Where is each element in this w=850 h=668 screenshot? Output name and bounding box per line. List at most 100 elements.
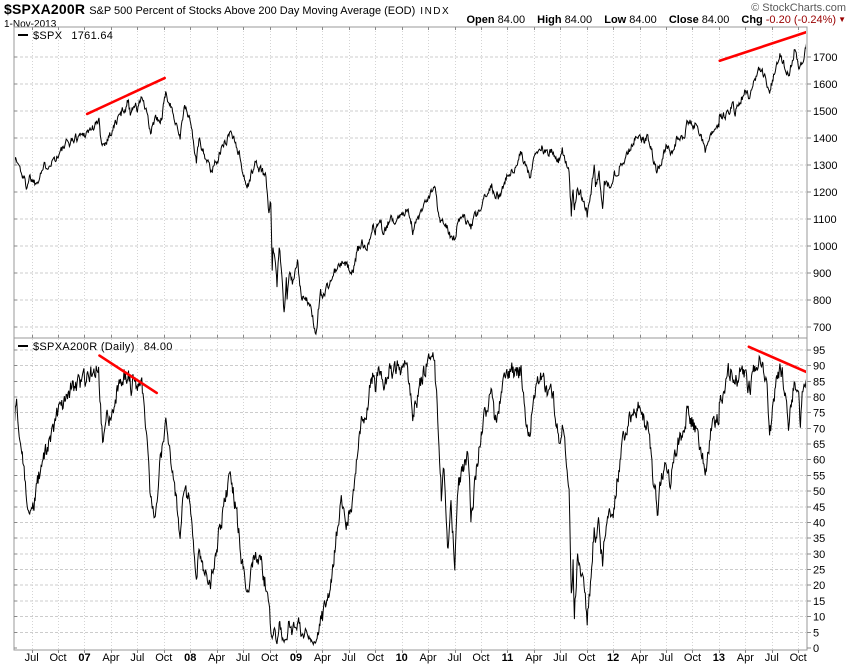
x-tick-label: Jul: [25, 652, 39, 664]
y-tick-label: 70: [813, 423, 825, 435]
y-tick-label: 1200: [813, 187, 837, 199]
open-value: 84.00: [497, 14, 526, 26]
y-tick-label: 65: [813, 439, 825, 451]
legend-spxa200r: $SPXA200R (Daily) 84.00: [18, 341, 173, 353]
x-tick-label: 08: [184, 652, 196, 664]
quote-row: 1-Nov-2013 Open 84.00 High 84.00 Low 84.00 …: [4, 14, 846, 30]
x-tick-label: Apr: [208, 652, 225, 664]
trendline-annotation: [747, 345, 806, 374]
x-axis-labels: Jul Oct 07 Apr Jul Oct 08 Apr Jul Oct 09 Apr Jul Oct 1…: [25, 652, 807, 664]
y-tick-label: 90: [813, 361, 825, 373]
x-tick-label: Jul: [659, 652, 673, 664]
close-value: 84.00: [701, 14, 730, 26]
indicator-panel: 0 5 10 15 20 25 30 35 40 45 50 55 60 65 70 75 80 85 90 95: [13, 337, 825, 655]
y-tick-label: 75: [813, 408, 825, 420]
x-tick-label: Jul: [342, 652, 356, 664]
y-tick-label: 1400: [813, 133, 837, 145]
y-tick-label: 900: [813, 268, 831, 280]
x-tick-label: 12: [607, 652, 619, 664]
x-tick-label: Oct: [367, 652, 384, 664]
y-tick-label: 5: [813, 627, 819, 639]
high-label: High: [537, 14, 562, 26]
y-tick-label: 85: [813, 376, 825, 388]
price-panel: 700 800 900 1000 1100 1200 1300 1400 1500 1600 170…: [13, 26, 837, 339]
x-tick-label: Oct: [49, 652, 66, 664]
high-value: 84.00: [564, 14, 593, 26]
down-triangle-icon: ▼: [838, 15, 846, 24]
x-tick-label: Jul: [448, 652, 462, 664]
spxa200r-line: [15, 352, 806, 647]
title-row: $SPXA200R S&P 500 Percent of Stocks Above…: [4, 1, 846, 17]
y-tick-label: 1300: [813, 160, 837, 172]
legend-spx-symbol: $SPX: [33, 30, 63, 42]
legend-line-marker: [18, 34, 28, 36]
trendline-annotation: [98, 354, 159, 395]
y-tick-label: 50: [813, 486, 825, 498]
y-tick-label: 700: [813, 322, 831, 334]
spx-price-line: [15, 43, 806, 336]
x-tick-label: 13: [713, 652, 725, 664]
y-tick-label: 1000: [813, 241, 837, 253]
copyright-notice: © StockCharts.com: [751, 2, 846, 14]
chg-value: -0.20 (-0.24%): [765, 14, 837, 26]
y-tick-label: 40: [813, 517, 825, 529]
x-tick-label: Apr: [525, 652, 542, 664]
y-tick-label: 25: [813, 565, 825, 577]
y-tick-label: 20: [813, 580, 825, 592]
x-tick-label: 09: [290, 652, 302, 664]
x-tick-label: Oct: [472, 652, 489, 664]
ohlc-summary: Open 84.00 High 84.00 Low 84.00 Close 84.00 …: [466, 14, 846, 26]
y-tick-label: 15: [813, 596, 825, 608]
x-tick-label: Jul: [553, 652, 567, 664]
y-tick-label: 95: [813, 345, 825, 357]
x-tick-label: Apr: [102, 652, 119, 664]
x-tick-label: Oct: [261, 652, 278, 664]
x-tick-label: 10: [396, 652, 408, 664]
y-tick-label: 45: [813, 502, 825, 514]
legend-line-marker: [18, 345, 28, 347]
y-tick-label: 35: [813, 533, 825, 545]
chart-description: S&P 500 Percent of Stocks Above 200 Day …: [89, 5, 416, 17]
x-tick-label: Apr: [420, 652, 437, 664]
y-tick-label: 60: [813, 455, 825, 467]
y-tick-label: 800: [813, 295, 831, 307]
chart-header: $SPXA200R S&P 500 Percent of Stocks Above…: [0, 0, 850, 30]
low-value: 84.00: [629, 14, 657, 26]
legend-spxa200r-symbol: $SPXA200R (Daily): [33, 341, 135, 353]
legend-spx-value: 1761.64: [71, 30, 114, 42]
y-tick-label: 0: [813, 643, 819, 655]
y-tick-label: 10: [813, 612, 825, 624]
x-tick-label: Apr: [314, 652, 331, 664]
y-tick-label: 1600: [813, 79, 837, 91]
x-tick-label: Oct: [684, 652, 701, 664]
low-label: Low: [604, 14, 627, 26]
x-tick-label: Apr: [631, 652, 648, 664]
y-tick-label: 1500: [813, 106, 837, 118]
x-tick-label: Jul: [765, 652, 779, 664]
x-tick-label: Apr: [737, 652, 754, 664]
close-label: Close: [668, 14, 699, 26]
trendline-annotation: [85, 76, 166, 116]
y-tick-label: 1100: [813, 214, 837, 226]
x-tick-label: Oct: [790, 652, 807, 664]
y-tick-label: 30: [813, 549, 825, 561]
ticker-symbol: $SPXA200R: [4, 1, 86, 17]
y-tick-label: 1700: [813, 52, 837, 64]
chart-date: 1-Nov-2013: [4, 19, 57, 30]
x-tick-label: 07: [78, 652, 90, 664]
panel-border: [13, 337, 808, 651]
x-tick-label: Jul: [130, 652, 144, 664]
exchange-label: INDX: [420, 6, 451, 17]
x-tick-label: 11: [502, 652, 514, 664]
open-label: Open: [466, 14, 495, 26]
y-tick-label: 55: [813, 470, 825, 482]
legend-spxa200r-value: 84.00: [143, 341, 173, 353]
y-tick-label: 80: [813, 392, 825, 404]
x-tick-label: Oct: [578, 652, 595, 664]
legend-spx: $SPX 1761.64: [18, 30, 113, 42]
chg-label: Chg: [741, 14, 763, 26]
x-tick-label: Jul: [236, 652, 250, 664]
panel-border: [13, 26, 808, 339]
trendline-annotation: [718, 30, 806, 63]
